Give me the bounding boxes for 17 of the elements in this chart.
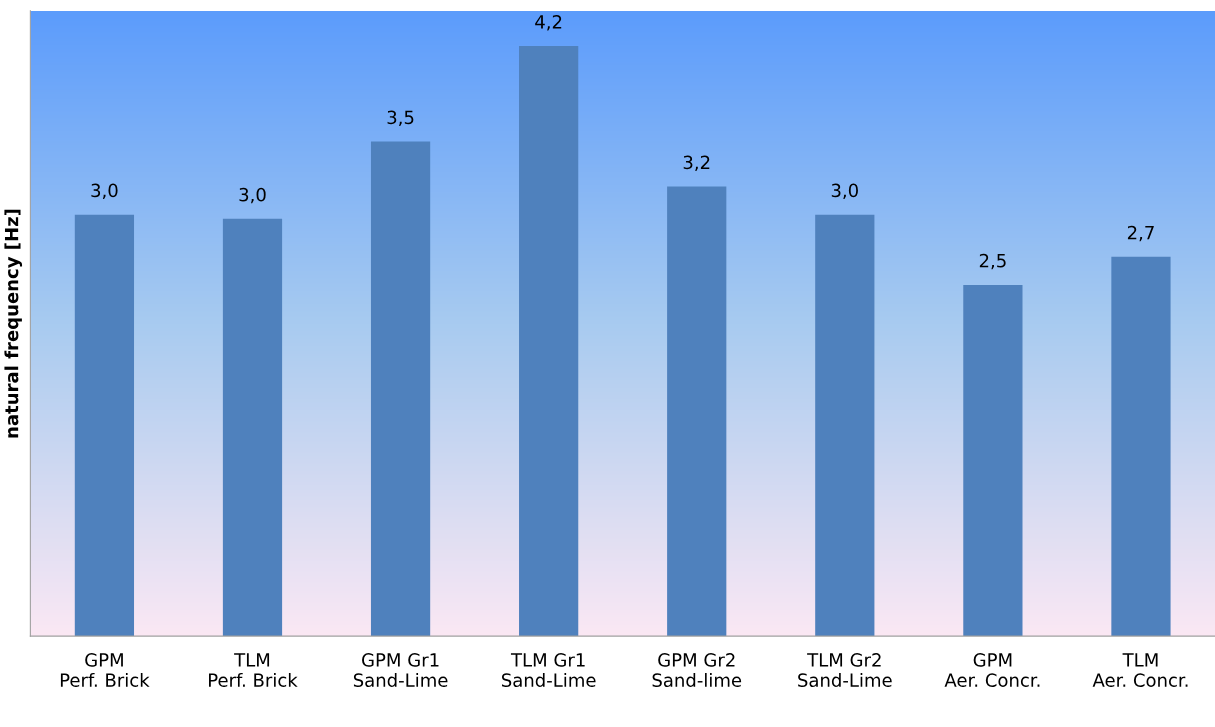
data-label: 2,7 bbox=[1127, 225, 1154, 242]
y-axis-title: natural frequency [Hz] bbox=[4, 209, 23, 438]
data-label: 2,5 bbox=[979, 253, 1006, 270]
data-label: 3,2 bbox=[683, 155, 710, 171]
x-tick-label: GPM Perf. Brick bbox=[60, 653, 150, 687]
x-tick-label: TLM Gr1 Sand-Lime bbox=[501, 653, 596, 687]
data-label: 4,2 bbox=[535, 14, 562, 31]
data-label: 3,5 bbox=[387, 110, 414, 127]
x-tick-label: GPM Gr2 Sand-lime bbox=[652, 653, 742, 687]
data-label: 3,0 bbox=[239, 187, 266, 204]
x-tick-label: TLM Perf. Brick bbox=[209, 653, 298, 687]
x-tick-label: TLM Gr2 Sand-Lime bbox=[798, 653, 892, 687]
data-label: 3,0 bbox=[831, 183, 858, 200]
x-tick-label: GPM Gr1 Sand-Lime bbox=[353, 653, 448, 687]
x-tick-label: TLM Aer. Concr. bbox=[1092, 653, 1188, 687]
x-tick-label: GPM Aer. Concr. bbox=[944, 653, 1040, 687]
data-label: 3,0 bbox=[91, 183, 118, 200]
